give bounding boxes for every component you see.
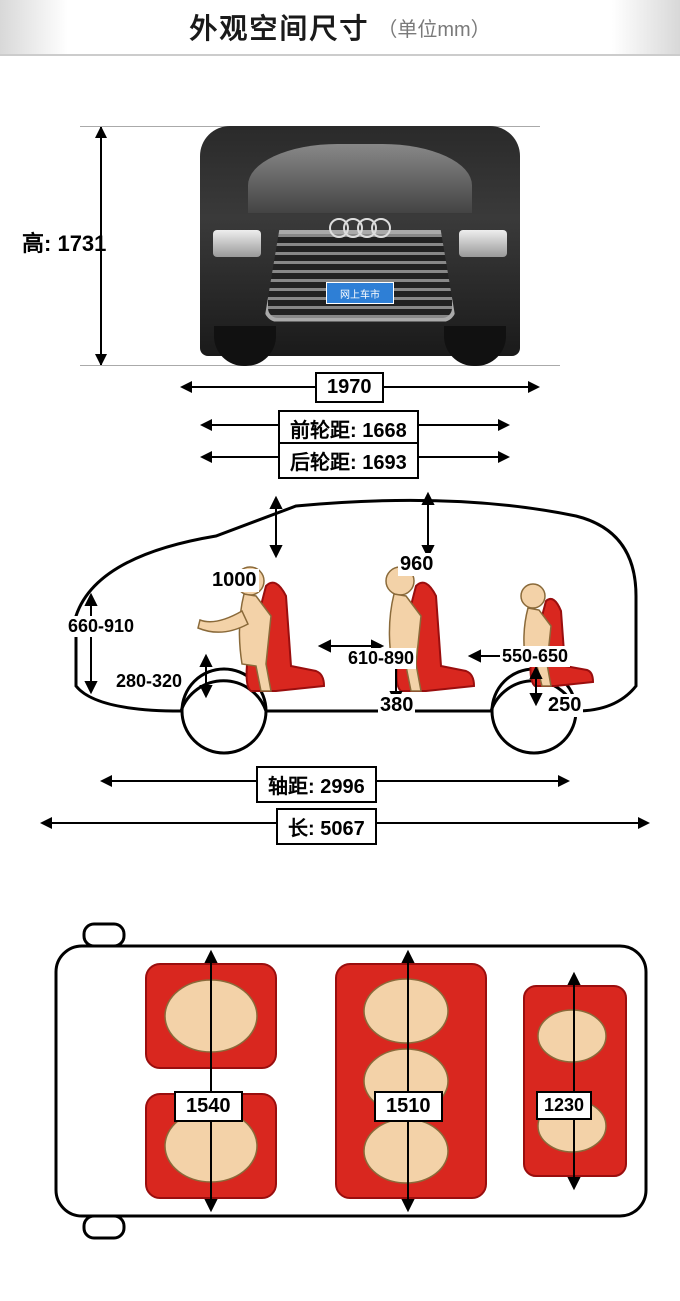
side-schematic — [36, 486, 656, 791]
top-schematic — [36, 916, 656, 1251]
seath-row1-range: 280-320 — [114, 671, 184, 692]
car-front-illustration: 网上车市 — [200, 126, 520, 356]
arrow-tip-icon — [528, 381, 540, 393]
top-view-section: 1540 1510 1230 — [0, 896, 680, 1296]
headroom-row1-value: 1000 — [210, 569, 259, 592]
audi-rings-icon — [329, 218, 391, 238]
arrow-tip-icon — [498, 451, 510, 463]
front-view-section: 高: 1731 网上车市 1970 前轮距: 1668 后轮距: 1693 — [0, 56, 680, 476]
page-title: 外观空间尺寸 — [189, 7, 369, 47]
arrow-tip-icon — [498, 419, 510, 431]
side-view-section: 1000 960 660-910 280-320 610-890 380 550… — [0, 476, 680, 896]
legroom-row2-range: 610-890 — [346, 648, 416, 669]
rear-track-label: 后轮距: 1693 — [278, 442, 419, 479]
arrow-tip-icon — [200, 451, 212, 463]
arrow-tip-icon — [200, 419, 212, 431]
shoulder-row2-value: 1510 — [374, 1091, 443, 1122]
arrow-tip-icon — [95, 126, 107, 138]
shoulder-row3-value: 1230 — [536, 1091, 592, 1120]
width-value: 1970 — [315, 372, 384, 403]
page-title-unit: （单位mm） — [377, 13, 490, 42]
arrow-tip-icon — [40, 817, 52, 829]
arrow-tip-icon — [100, 775, 112, 787]
legroom-row3-range: 550-650 — [500, 646, 570, 667]
arrow-tip-icon — [558, 775, 570, 787]
wheelbase-label: 轴距: 2996 — [256, 766, 377, 803]
ground-row1-range: 660-910 — [66, 616, 136, 637]
height-label: 高: 1731 — [22, 226, 106, 258]
arrow-tip-icon — [180, 381, 192, 393]
seath-row2: 380 — [378, 694, 415, 717]
length-label: 长: 5067 — [276, 808, 377, 845]
headroom-row2-value: 960 — [398, 553, 435, 576]
shoulder-row1-value: 1540 — [174, 1091, 243, 1122]
arrow-tip-icon — [638, 817, 650, 829]
license-plate: 网上车市 — [326, 282, 394, 304]
seath-row3: 250 — [546, 694, 583, 717]
title-banner: 外观空间尺寸 （单位mm） — [0, 0, 680, 56]
guide-line — [80, 365, 560, 366]
